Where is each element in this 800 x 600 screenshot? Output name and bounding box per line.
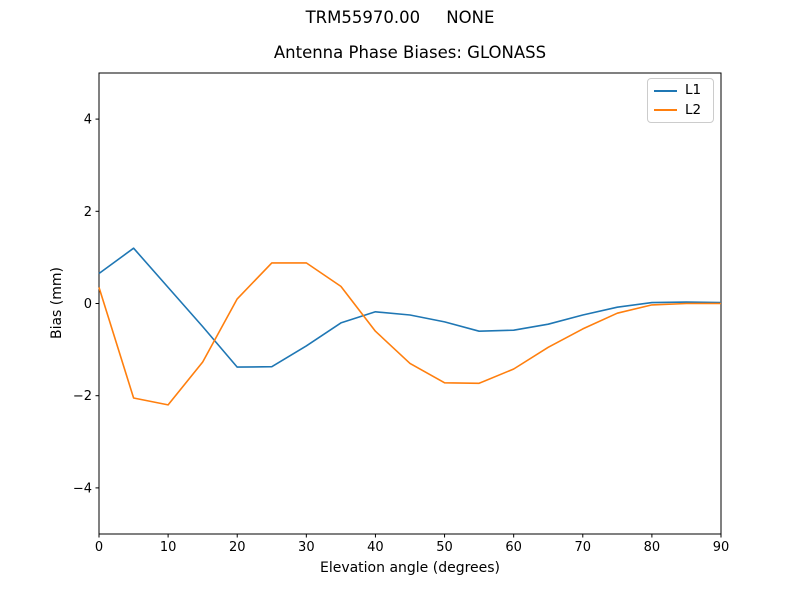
y-tick-label: 2 bbox=[84, 205, 92, 220]
y-tick-label: 4 bbox=[84, 113, 92, 128]
legend-label-l2: L2 bbox=[685, 101, 702, 118]
series-line-l2 bbox=[98, 262, 721, 406]
x-tick-label: 10 bbox=[160, 540, 177, 555]
legend-label-l1: L1 bbox=[685, 82, 702, 98]
x-tick-label: 90 bbox=[713, 540, 730, 555]
x-tick-label: 60 bbox=[505, 540, 522, 555]
y-axis-label: Bias (mm) bbox=[49, 266, 65, 340]
figure-suptitle: TRM55970.00 NONE bbox=[305, 8, 495, 27]
axes-frame bbox=[98, 72, 722, 535]
x-axis-label: Elevation angle (degrees) bbox=[319, 560, 501, 576]
series-line-l1 bbox=[98, 247, 722, 368]
chart-title: Antenna Phase Biases: GLONASS bbox=[273, 43, 547, 62]
x-tick-label: 0 bbox=[95, 540, 103, 555]
y-tick-label: −4 bbox=[73, 481, 92, 496]
legend-entry-l2: L2 bbox=[654, 101, 707, 118]
x-tick-label: 80 bbox=[644, 540, 661, 555]
y-tick-label: 0 bbox=[84, 297, 92, 312]
x-tick-label: 50 bbox=[436, 540, 453, 555]
legend-entry-l1: L1 bbox=[654, 82, 707, 98]
y-tick-label: −2 bbox=[73, 389, 92, 404]
legend: L1 L2 bbox=[647, 78, 714, 123]
x-tick-label: 20 bbox=[229, 540, 246, 555]
legend-swatch-l1 bbox=[654, 89, 677, 92]
x-tick-label: 40 bbox=[367, 540, 384, 555]
x-tick-label: 70 bbox=[575, 540, 592, 555]
x-tick-label: 30 bbox=[298, 540, 315, 555]
legend-swatch-l2 bbox=[654, 109, 677, 112]
